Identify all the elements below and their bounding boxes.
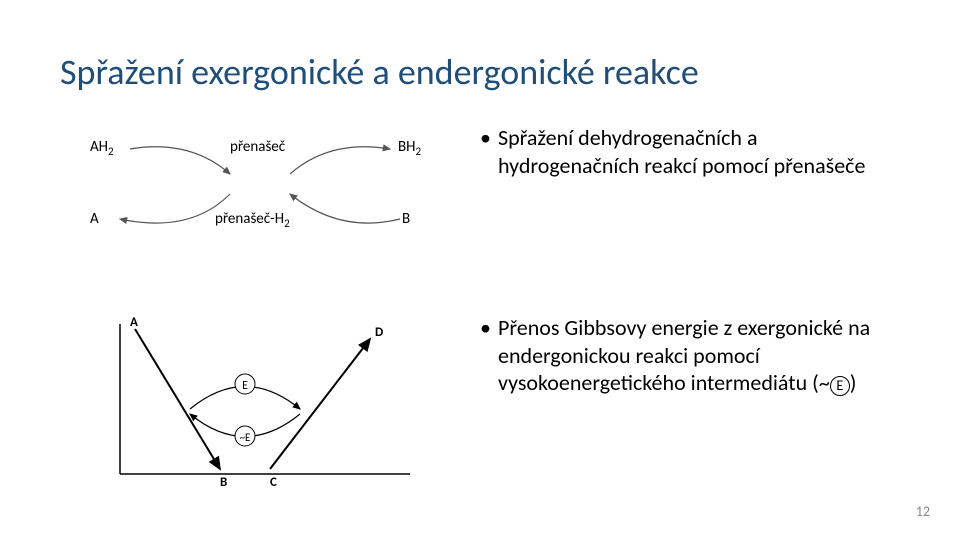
page-number: 12 [916, 503, 930, 520]
bullet-1: Spřažení dehydrogenačních a hydrogenační… [480, 124, 900, 179]
svg-text:D: D [375, 325, 383, 340]
label-a: A [90, 210, 99, 228]
svg-text:~E: ~E [240, 431, 251, 444]
bullet-2: Přenos Gibbsovy energie z exergonické na… [480, 314, 900, 397]
label-ah2: AH2 [90, 138, 114, 158]
label-prenasec: přenašeč [230, 138, 285, 156]
carrier-diagram: AH2 A přenašeč přenašeč-H2 BH2 B [60, 124, 460, 284]
svg-text:A: A [130, 315, 138, 330]
svg-text:B: B [220, 475, 227, 490]
label-prenasec-h2: přenašeč-H2 [215, 210, 290, 230]
label-b: B [402, 210, 410, 228]
circled-e-icon: E [830, 376, 850, 396]
energy-diagram: E ~E A B C D [60, 314, 460, 494]
svg-text:C: C [270, 475, 277, 490]
label-bh2: BH2 [398, 138, 421, 158]
page-title: Spřažení exergonické a endergonické reak… [60, 50, 900, 94]
svg-text:E: E [242, 379, 248, 393]
